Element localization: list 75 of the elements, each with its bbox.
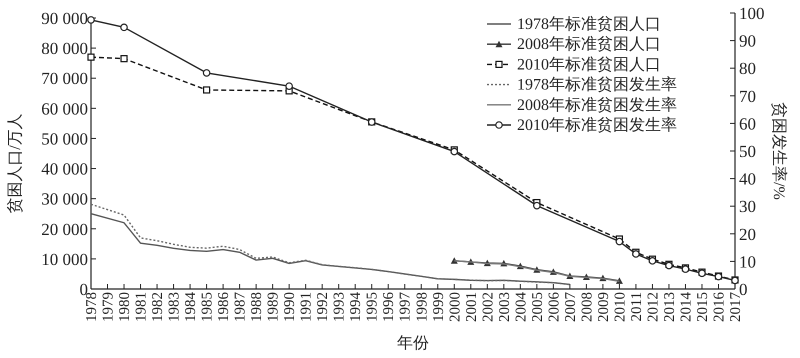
x-tick-label: 2008 <box>579 292 596 322</box>
y-tick-label: 70 000 <box>41 69 88 88</box>
legend-label: 1978年标准贫困人口 <box>517 15 661 33</box>
legend-label: 2008年标准贫困发生率 <box>517 96 677 114</box>
x-tick-label: 1982 <box>150 292 166 322</box>
x-tick-label: 2009 <box>596 292 612 322</box>
x-tick-label: 1994 <box>348 292 364 322</box>
x-tick-label: 1990 <box>282 292 298 322</box>
y-tick-label: 90 000 <box>41 9 88 28</box>
y2-tick-label: 20 <box>739 224 756 244</box>
x-tick-label: 1995 <box>364 292 381 322</box>
y2-axis-title: 贫困发生率/% <box>770 102 788 200</box>
x-tick-label: 1993 <box>332 292 348 322</box>
point <box>202 86 210 94</box>
x-tick-label: 2006 <box>546 292 562 322</box>
x-tick-label: 2010 <box>612 292 628 322</box>
y2-tick-label: 90 <box>739 32 756 51</box>
point <box>87 54 95 61</box>
y-tick-label: 10 000 <box>41 250 88 269</box>
x-tick-label: 1998 <box>414 292 430 322</box>
x-tick-label: 2014 <box>678 292 694 322</box>
y2-tick-label: 10 <box>739 252 756 272</box>
y-tick-label: 30 000 <box>41 190 88 209</box>
legend-label: 2008年标准贫困人口 <box>517 35 661 54</box>
point <box>533 202 541 210</box>
x-tick-label: 2001 <box>464 292 480 322</box>
point <box>120 24 128 32</box>
point <box>120 55 128 62</box>
y-tick-label: 60 000 <box>41 99 88 118</box>
x-tick-label: 1988 <box>249 292 266 322</box>
x-tick-label: 1987 <box>232 292 249 322</box>
x-tick-label: 2015 <box>694 292 711 322</box>
y2-tick-label: 100 <box>739 4 764 23</box>
x-tick-label: 1991 <box>298 292 315 322</box>
legend-label: 1978年标准贫困发生率 <box>517 76 677 94</box>
x-axis-title: 年份 <box>397 335 429 352</box>
y-tick-label: 80 000 <box>41 39 88 58</box>
x-tick-label: 2004 <box>513 292 530 322</box>
x-tick-label: 1996 <box>381 292 398 322</box>
y2-tick-label: 60 <box>739 114 756 134</box>
y-tick-label: 40 000 <box>41 160 88 179</box>
x-tick-label: 2005 <box>530 292 546 322</box>
x-tick-label: 1981 <box>134 292 150 322</box>
x-tick-label: 2016 <box>711 292 728 322</box>
y2-tick-label: 70 <box>739 86 756 106</box>
y2-tick-label: 0 <box>739 280 748 299</box>
point <box>285 82 293 90</box>
x-tick-label: 1985 <box>200 292 216 322</box>
x-tick-label: 1979 <box>100 292 117 322</box>
x-tick-label: 1980 <box>117 292 134 322</box>
x-tick-label: 2012 <box>645 292 662 322</box>
x-tick-label: 1989 <box>266 292 282 322</box>
x-tick-label: 1997 <box>398 292 414 322</box>
x-tick-label: 1984 <box>183 292 200 322</box>
y-tick-label: 20 000 <box>41 220 88 239</box>
point <box>202 69 210 77</box>
y2-tick-label: 80 <box>739 59 756 78</box>
y-axis-title: 贫困人口/万人 <box>6 113 24 214</box>
y2-tick-label: 30 <box>739 197 756 216</box>
x-tick-label: 1992 <box>315 292 332 322</box>
x-tick-label: 2003 <box>496 292 513 322</box>
y2-tick-label: 40 <box>739 170 756 189</box>
y-tick-label: 50 000 <box>41 129 88 148</box>
x-tick-label: 1983 <box>166 292 183 322</box>
x-tick-label: 1999 <box>430 292 447 322</box>
legend-label: 2010年标准贫困人口 <box>517 55 661 74</box>
x-tick-label: 2011 <box>628 292 645 322</box>
x-tick-label: 2000 <box>447 292 464 322</box>
x-tick-label: 2002 <box>480 292 496 322</box>
point <box>616 238 624 246</box>
legend-label: 2010年标准贫困发生率 <box>517 116 677 134</box>
x-tick-label: 2013 <box>662 292 678 322</box>
x-tick-label: 2007 <box>562 292 579 322</box>
y2-tick-label: 50 <box>739 142 756 161</box>
x-tick-label: 1986 <box>216 292 232 322</box>
